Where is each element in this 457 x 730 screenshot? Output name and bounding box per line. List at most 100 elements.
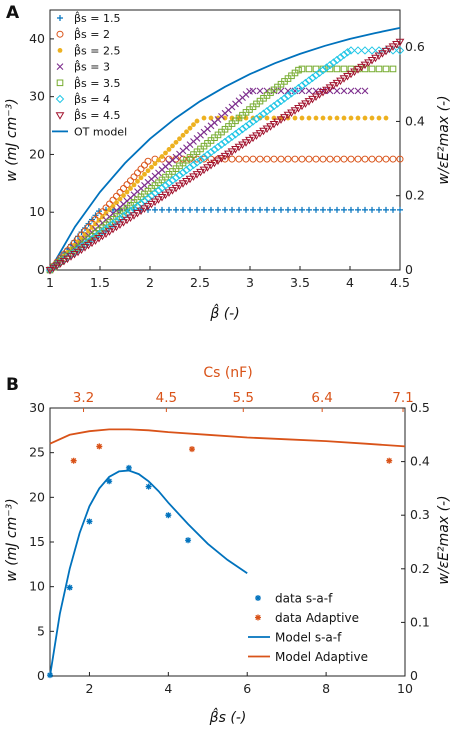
- data-point: [199, 166, 209, 175]
- data-point: [368, 155, 376, 163]
- data-point: [235, 155, 243, 163]
- data-point: [362, 206, 368, 213]
- data-point: [256, 87, 264, 95]
- data-point: [220, 152, 230, 161]
- data-point: [101, 230, 111, 238]
- data-point: [364, 59, 373, 67]
- panel-a-legend: β̂s = 1.5 β̂s = 2 β̂s = 2.5 β̂s = 3 β̂s = 3.…: [52, 11, 127, 138]
- data-point: [121, 193, 126, 198]
- data-point: [361, 155, 369, 163]
- data-point: [152, 161, 158, 167]
- data-point: [133, 201, 142, 211]
- data-point: [213, 142, 223, 152]
- data-point: [390, 206, 396, 213]
- panel-b-y-tick-label: 0: [37, 668, 45, 683]
- panel-a-y-right-tick-label: 0.6: [405, 39, 425, 54]
- data-point: [178, 168, 188, 177]
- data-point: [163, 150, 168, 156]
- data-point: [280, 94, 289, 103]
- panel-a-y-tick-label: 10: [29, 204, 45, 219]
- data-point: [184, 129, 189, 135]
- data-point: [123, 181, 131, 189]
- panel-a-y-axis-label: w (mJ cm⁻³): [4, 98, 20, 181]
- data-point: [187, 125, 193, 131]
- data-point: [340, 65, 348, 73]
- data-point: [117, 196, 123, 202]
- data-point: [112, 223, 121, 232]
- legend-label: OT model: [74, 125, 127, 138]
- data-point: [199, 153, 209, 162]
- ot-model-line: [49, 27, 401, 271]
- panel-a-y-tick-label: 20: [29, 146, 45, 161]
- data-point: [206, 162, 216, 170]
- panel-b-y-right-tick-label: 0.3: [410, 507, 430, 522]
- data-point: [168, 187, 177, 195]
- data-point: [278, 206, 284, 213]
- data-point: [369, 115, 375, 121]
- data-point: [182, 165, 191, 175]
- data-point: [120, 184, 127, 192]
- data-point: [66, 253, 76, 261]
- panel-b-y-ticks: 0 5 10 15 20 25 30: [29, 400, 54, 683]
- data-point: [231, 146, 240, 154]
- data-point: [389, 65, 397, 73]
- data-point: [91, 237, 100, 245]
- data-point: [339, 50, 349, 60]
- data-point: [315, 68, 324, 77]
- data-point: [348, 115, 354, 121]
- data-point: [333, 65, 341, 73]
- data-point: [145, 483, 152, 490]
- panel-b-y-right-tick-label: 0: [410, 668, 418, 683]
- data-point: [256, 155, 264, 163]
- data-point: [70, 251, 79, 259]
- data-point: [196, 168, 205, 177]
- data-point: [249, 155, 257, 163]
- data-point: [119, 219, 128, 227]
- data-point: [189, 446, 195, 453]
- data-point: [248, 117, 258, 126]
- data-point: [262, 125, 272, 133]
- data-point: [241, 139, 251, 147]
- data-point: [336, 77, 345, 86]
- panel-a-y-right-tick-label: 0.4: [405, 113, 425, 128]
- data-point: [374, 46, 384, 55]
- data-point: [248, 134, 258, 143]
- panel-b-x-top-tick-label: 4.5: [156, 390, 177, 406]
- data-point: [313, 115, 319, 121]
- data-point: [333, 87, 341, 95]
- data-point: [355, 206, 361, 213]
- data-point: [283, 91, 293, 101]
- data-point: [273, 99, 282, 108]
- panel-a-y-right-ticks: 0 0.2 0.4 0.6: [396, 39, 425, 277]
- data-point: [375, 155, 383, 163]
- legend-marker: [57, 15, 63, 21]
- panel-a-x-tick-label: 3: [246, 275, 254, 290]
- legend-label: β̂s = 4: [74, 92, 110, 106]
- legend-label: β̂s = 1.5: [74, 11, 120, 25]
- data-point: [164, 178, 174, 188]
- data-point: [397, 206, 403, 213]
- data-point: [157, 183, 167, 193]
- data-point: [376, 115, 382, 121]
- data-point: [327, 206, 333, 213]
- data-point: [66, 584, 73, 591]
- data-point: [161, 181, 170, 190]
- data-point: [149, 164, 154, 170]
- data-point: [228, 155, 236, 163]
- panel-b-y-tick-label: 5: [37, 623, 45, 638]
- data-point: [329, 82, 338, 90]
- data-point: [59, 257, 69, 266]
- data-point: [85, 220, 92, 227]
- panel-b-x-tick-label: 4: [164, 681, 172, 696]
- data-point: [206, 147, 216, 157]
- panel-b-x-axis-label: β̂s (-): [209, 707, 247, 726]
- data-point: [350, 68, 359, 76]
- data-point: [241, 122, 251, 131]
- data-point: [395, 38, 405, 47]
- data-point: [360, 61, 370, 70]
- series-circle-points: [46, 155, 404, 274]
- data-point: [367, 57, 377, 65]
- data-point: [203, 164, 212, 172]
- data-point: [234, 143, 244, 152]
